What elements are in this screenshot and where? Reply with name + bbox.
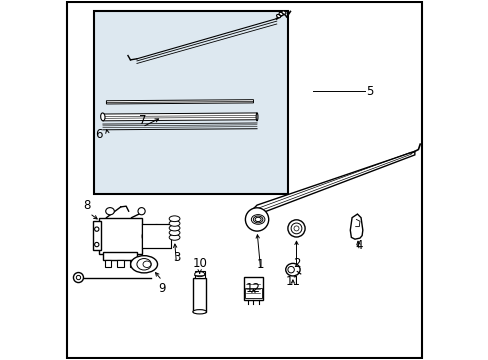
Polygon shape — [117, 260, 123, 267]
Ellipse shape — [293, 226, 298, 231]
Ellipse shape — [169, 216, 180, 222]
Ellipse shape — [282, 11, 285, 14]
Text: 1: 1 — [256, 258, 264, 271]
Polygon shape — [104, 260, 111, 267]
Bar — [93, 221, 101, 250]
Ellipse shape — [287, 220, 305, 237]
Bar — [99, 218, 142, 253]
Ellipse shape — [142, 225, 171, 248]
Ellipse shape — [169, 225, 180, 231]
Ellipse shape — [101, 113, 105, 121]
Text: 4: 4 — [355, 239, 362, 252]
Ellipse shape — [94, 242, 99, 247]
Ellipse shape — [105, 208, 114, 215]
Bar — [142, 225, 171, 248]
Ellipse shape — [142, 261, 151, 267]
Ellipse shape — [145, 228, 167, 245]
Bar — [192, 278, 206, 312]
Ellipse shape — [169, 234, 180, 240]
Ellipse shape — [290, 223, 301, 234]
Polygon shape — [251, 151, 414, 214]
Ellipse shape — [287, 266, 294, 273]
Ellipse shape — [251, 215, 264, 224]
Text: 3: 3 — [172, 251, 180, 264]
Ellipse shape — [138, 208, 145, 215]
Polygon shape — [106, 100, 253, 104]
Bar — [102, 252, 137, 260]
Text: 11: 11 — [285, 275, 300, 288]
Ellipse shape — [279, 12, 283, 15]
Text: 12: 12 — [245, 283, 261, 296]
Ellipse shape — [276, 14, 280, 18]
Bar — [94, 12, 287, 194]
Text: 9: 9 — [158, 282, 165, 295]
Text: 10: 10 — [192, 257, 207, 270]
Bar — [243, 277, 263, 300]
Text: 2: 2 — [292, 257, 300, 270]
Ellipse shape — [169, 230, 180, 235]
Text: 8: 8 — [83, 199, 90, 212]
Ellipse shape — [285, 264, 300, 276]
Text: 6: 6 — [95, 128, 102, 141]
Ellipse shape — [137, 258, 151, 270]
Bar — [194, 271, 204, 278]
Text: 5: 5 — [366, 85, 373, 98]
Ellipse shape — [169, 221, 180, 226]
Circle shape — [73, 273, 83, 283]
Ellipse shape — [94, 227, 99, 231]
Ellipse shape — [255, 217, 261, 222]
Bar — [245, 288, 261, 298]
Ellipse shape — [253, 216, 263, 223]
Ellipse shape — [194, 272, 204, 276]
Ellipse shape — [130, 256, 157, 273]
Polygon shape — [129, 260, 136, 267]
Circle shape — [76, 275, 81, 280]
Polygon shape — [349, 214, 362, 239]
Ellipse shape — [245, 208, 268, 231]
Ellipse shape — [192, 310, 206, 314]
Text: 7: 7 — [138, 114, 146, 127]
Ellipse shape — [256, 113, 258, 121]
Polygon shape — [102, 113, 257, 121]
